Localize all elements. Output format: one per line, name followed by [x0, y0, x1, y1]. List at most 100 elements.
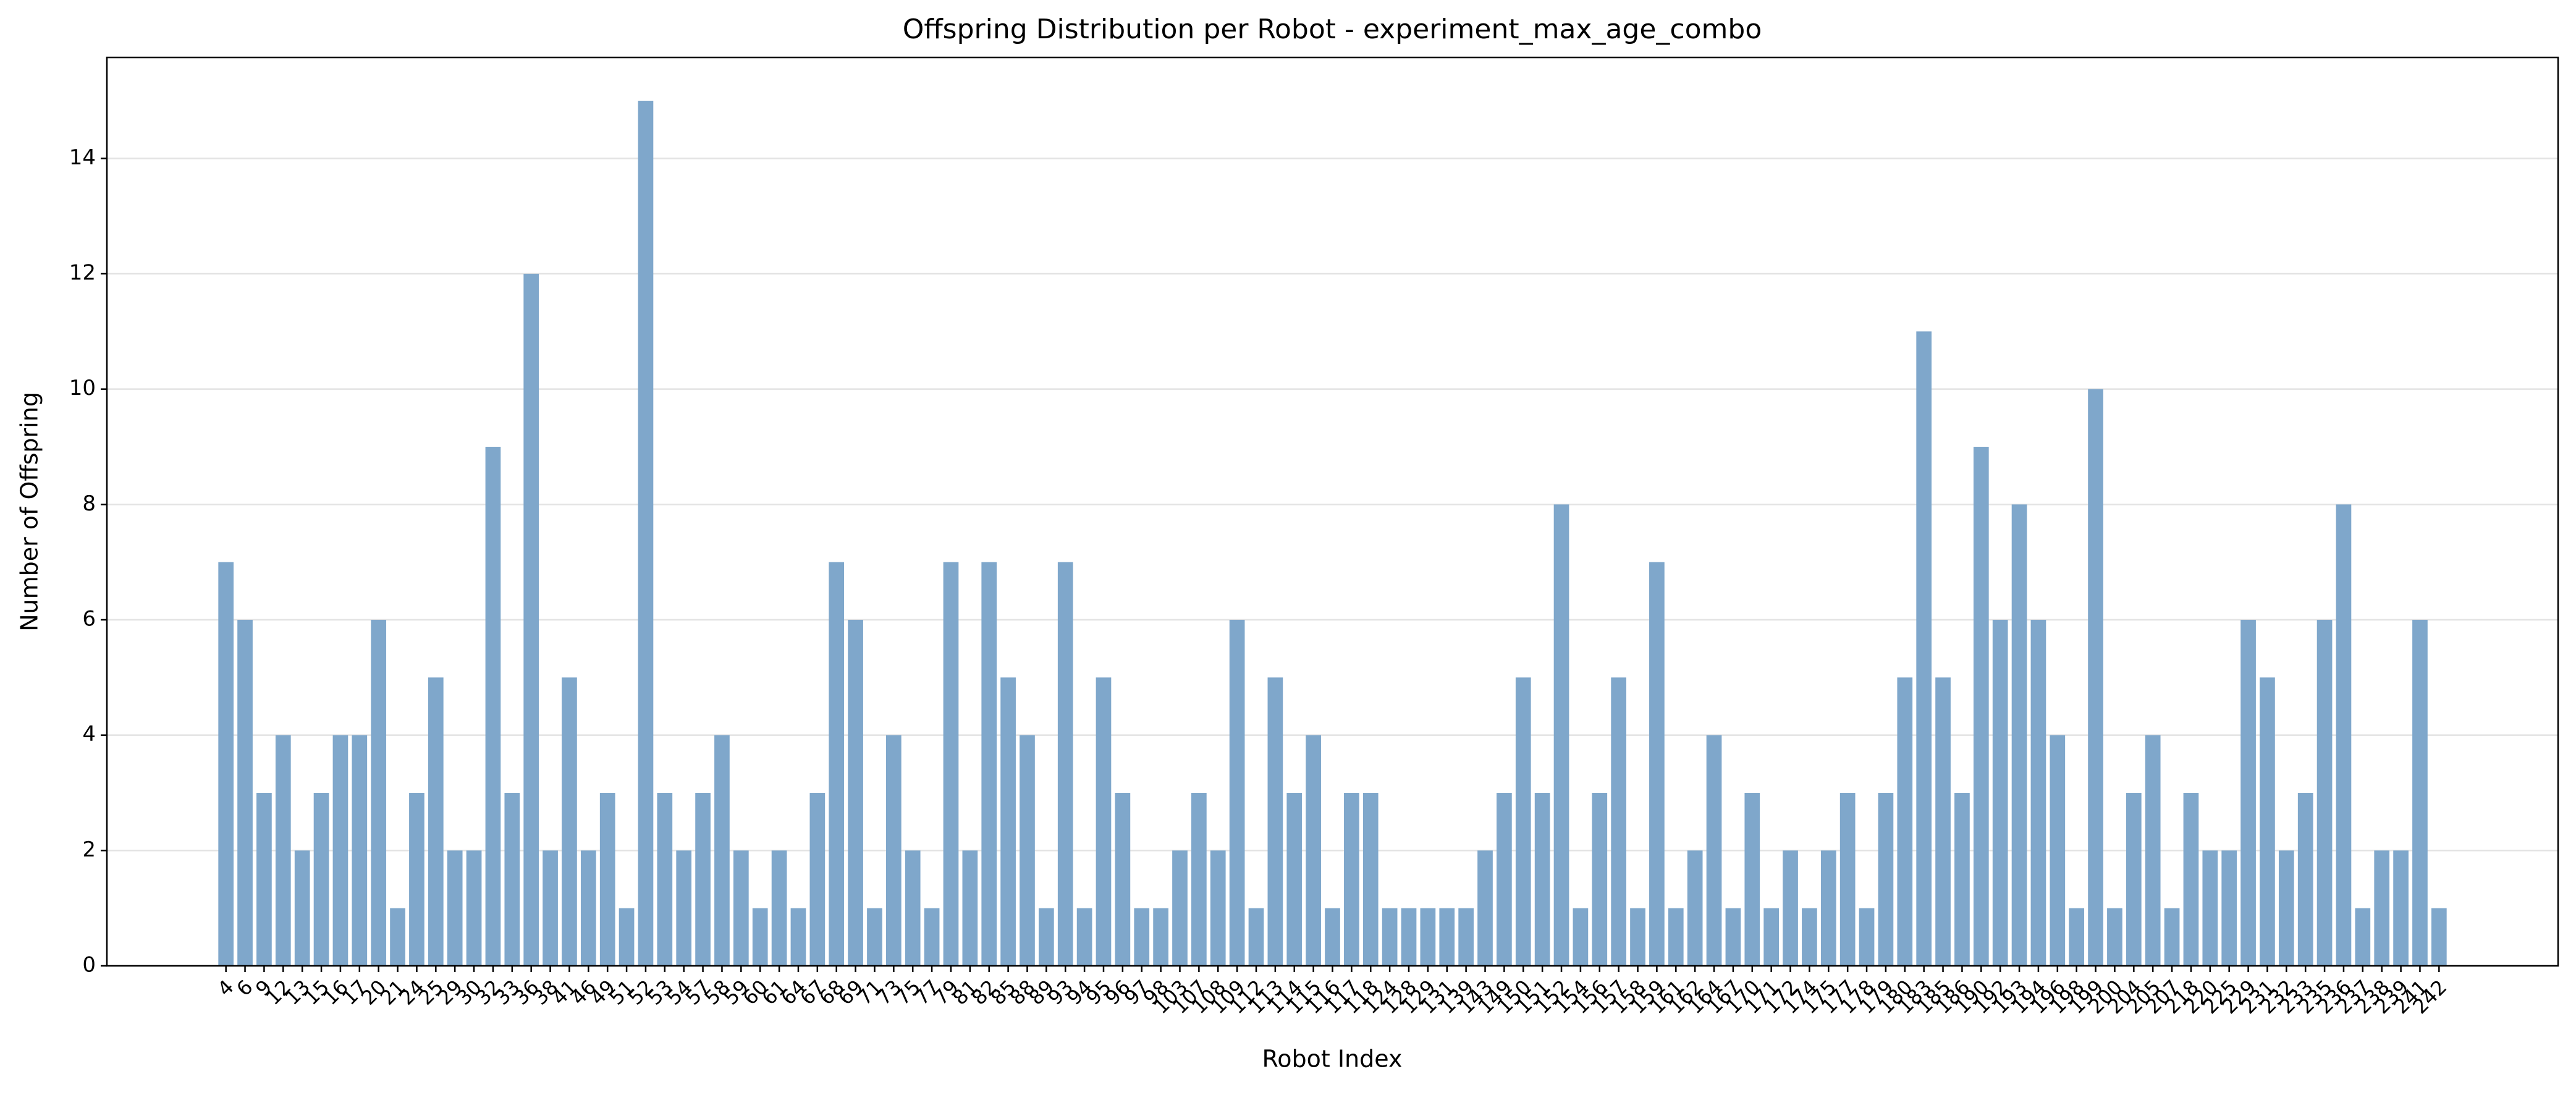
bar: [2107, 908, 2122, 966]
bar: [1973, 447, 1989, 966]
bar: [2145, 735, 2161, 966]
bar: [1668, 908, 1684, 966]
bar: [1706, 735, 1722, 966]
bar: [1076, 908, 1092, 966]
bar: [1515, 677, 1531, 966]
bar: [771, 850, 787, 966]
bar: [1859, 908, 1875, 966]
bar: [2088, 389, 2103, 966]
bar: [829, 562, 845, 966]
bar: [447, 850, 463, 966]
bar: [1954, 793, 1970, 966]
bar: [676, 850, 692, 966]
bar: [1439, 908, 1455, 966]
bar: [1191, 793, 1207, 966]
y-tick-label: 6: [82, 607, 96, 632]
bar: [1420, 908, 1436, 966]
bar: [599, 793, 615, 966]
bar: [1783, 850, 1798, 966]
bar: [2297, 793, 2313, 966]
bar: [485, 447, 501, 966]
bar: [1210, 850, 1226, 966]
bar: [752, 908, 768, 966]
bar: [504, 793, 520, 966]
bar: [1401, 908, 1417, 966]
chart-title: Offspring Distribution per Robot - exper…: [903, 14, 1762, 45]
bar: [332, 735, 348, 966]
bar: [2011, 504, 2027, 966]
bar: [1935, 677, 1951, 966]
bar: [1000, 677, 1016, 966]
bar: [2126, 793, 2142, 966]
bar: [1820, 850, 1836, 966]
bar: [1725, 908, 1741, 966]
bar: [2278, 850, 2294, 966]
bar: [294, 850, 310, 966]
x-axis-label: Robot Index: [1262, 1046, 1403, 1073]
bar: [867, 908, 882, 966]
bar: [543, 850, 558, 966]
bar: [714, 735, 730, 966]
bar: [2030, 620, 2046, 966]
bar: [2183, 793, 2199, 966]
bar: [1248, 908, 1264, 966]
bar: [1897, 677, 1913, 966]
bar: [1592, 793, 1608, 966]
bar: [1153, 908, 1168, 966]
bar: [2202, 850, 2218, 966]
bar: [1611, 677, 1626, 966]
bar: [657, 793, 673, 966]
bar: [2431, 908, 2447, 966]
bar: [790, 908, 806, 966]
bar: [1267, 677, 1283, 966]
bar: [1362, 793, 1379, 966]
bar: [1057, 562, 1073, 966]
y-tick-label: 12: [69, 261, 96, 285]
y-tick-label: 4: [82, 722, 96, 746]
bar: [924, 908, 940, 966]
bar: [1497, 793, 1512, 966]
bar: [2393, 850, 2409, 966]
bar: [2374, 850, 2390, 966]
y-tick-label: 8: [82, 491, 96, 516]
bar: [2069, 908, 2085, 966]
bar: [1553, 504, 1569, 966]
bar: [409, 793, 424, 966]
bar: [2221, 850, 2237, 966]
bar: [237, 620, 253, 966]
bar: [2050, 735, 2066, 966]
bar: [981, 562, 997, 966]
bar: [848, 620, 863, 966]
bar: [371, 620, 387, 966]
y-axis-label: Number of Offspring: [16, 392, 43, 632]
y-tick-label: 2: [82, 837, 96, 862]
bar: [2336, 504, 2352, 966]
bar: [638, 101, 654, 966]
bar: [809, 793, 826, 966]
bar: [1325, 908, 1340, 966]
bar: [1878, 793, 1894, 966]
bar: [1134, 908, 1150, 966]
bar: [733, 850, 749, 966]
bar: [962, 850, 978, 966]
bar: [1763, 908, 1780, 966]
bar: [2260, 677, 2275, 966]
bar: [2355, 908, 2371, 966]
bar: [256, 793, 272, 966]
bar: [1802, 908, 1817, 966]
y-tick-label: 0: [82, 953, 96, 978]
bar: [428, 677, 444, 966]
bar: [695, 793, 711, 966]
bar: [1039, 908, 1054, 966]
bar: [1839, 793, 1856, 966]
bar: [218, 562, 234, 966]
bar: [1096, 677, 1112, 966]
bar: [1286, 793, 1303, 966]
bar: [885, 735, 902, 966]
bar: [523, 274, 539, 966]
bar: [1344, 793, 1359, 966]
bar: [2164, 908, 2180, 966]
bar: [1172, 850, 1188, 966]
bar: [619, 908, 635, 966]
